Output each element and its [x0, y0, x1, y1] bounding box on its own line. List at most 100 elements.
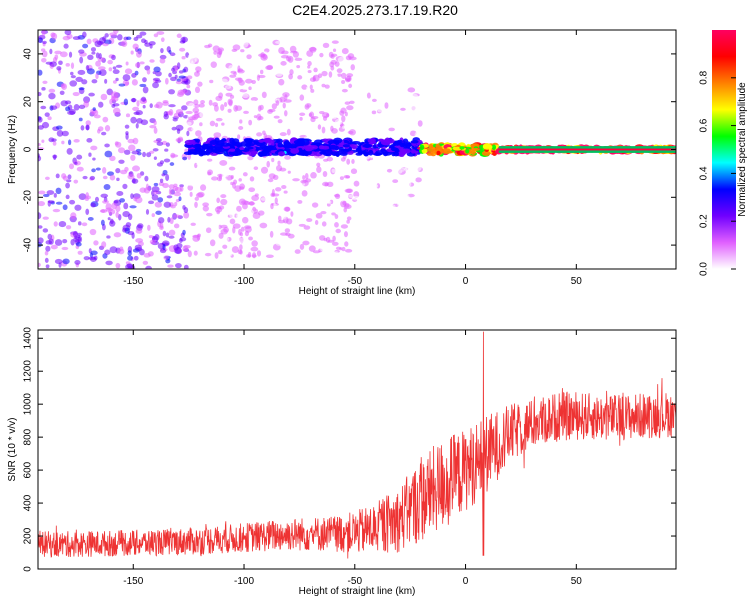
heatmap-cell [113, 200, 119, 204]
heatmap-cell [351, 195, 360, 201]
heatmap-cell [332, 48, 337, 53]
x-tick-label: -150 [123, 276, 143, 287]
x-tick-label: 50 [571, 276, 583, 287]
colorbar-tick-label: 0.8 [699, 70, 710, 84]
heatmap-cell [250, 100, 257, 107]
heatmap-cell [290, 148, 300, 154]
heatmap-cell [231, 246, 239, 253]
heatmap-cell [85, 208, 90, 215]
heatmap-cell [130, 50, 134, 55]
heatmap-cell [378, 123, 383, 129]
heatmap-cell [281, 50, 289, 55]
heatmap-cell [406, 204, 412, 209]
heatmap-cell [317, 124, 322, 130]
heatmap-cell [116, 191, 124, 196]
heatmap-cell [348, 83, 353, 89]
heatmap-cell [341, 88, 348, 93]
heatmap-cell [52, 141, 57, 146]
heatmap-cell [273, 202, 277, 208]
heatmap-cell [271, 103, 277, 110]
heatmap-cell [210, 204, 217, 210]
heatmap-cell [198, 203, 203, 208]
heatmap-cell [202, 205, 209, 212]
heatmap-cell [382, 176, 386, 180]
heatmap-cell [135, 123, 139, 129]
heatmap-cells [38, 30, 676, 269]
heatmap-cell [146, 68, 151, 75]
heatmap-cell [73, 139, 80, 143]
y-tick-label: -40 [23, 237, 34, 252]
heatmap-cell [105, 203, 112, 210]
heatmap-cell [74, 161, 78, 165]
heatmap-cell [326, 213, 333, 218]
heatmap-cell [290, 211, 294, 217]
heatmap-cell [377, 109, 385, 113]
heatmap-cell [67, 110, 76, 116]
heatmap-cell [297, 199, 303, 204]
heatmap-cell [330, 125, 334, 132]
heatmap-cell [145, 183, 149, 191]
heatmap-cell [212, 224, 220, 231]
heatmap-cell [170, 76, 177, 82]
heatmap-cell [298, 151, 309, 156]
heatmap-cell [182, 205, 186, 210]
heatmap-cell [179, 186, 184, 192]
heatmap-cell [371, 131, 378, 138]
heatmap-cell [142, 260, 149, 265]
heatmap-cell [59, 90, 65, 95]
heatmap-cell [398, 151, 405, 158]
heatmap-cell [181, 105, 188, 111]
heatmap-cell [334, 214, 339, 219]
heatmap-cell [155, 79, 162, 83]
heatmap-cell [210, 91, 215, 98]
heatmap-cell [38, 69, 43, 76]
heatmap-cell [419, 144, 425, 150]
heatmap-cell [402, 138, 409, 144]
heatmap-cell [241, 200, 249, 205]
heatmap-cell [339, 152, 348, 156]
heatmap-cell [94, 40, 102, 48]
heatmap-cell [256, 146, 264, 151]
heatmap-cell [216, 197, 220, 204]
heatmap-cell [239, 91, 244, 97]
heatmap-cell [231, 198, 238, 206]
heatmap-cell [404, 172, 410, 180]
heatmap-cell [53, 154, 57, 161]
heatmap-cell [304, 173, 309, 180]
heatmap-cell [187, 184, 194, 191]
heatmap-cell [246, 254, 251, 258]
heatmap-cell [227, 108, 232, 113]
heatmap-cell [340, 94, 348, 102]
heatmap-cell [168, 49, 172, 54]
heatmap-cell [58, 60, 63, 66]
heatmap-cell [346, 216, 352, 221]
heatmap-cell [296, 204, 304, 210]
heatmap-cell [324, 182, 329, 187]
heatmap-cell [252, 206, 257, 212]
heatmap-cell [341, 252, 348, 257]
heatmap-cell [127, 173, 135, 180]
heatmap-cell [47, 233, 52, 240]
heatmap-cell [209, 239, 216, 247]
heatmap-cell [159, 58, 166, 64]
heatmap-cell [208, 99, 213, 106]
heatmap-cell [93, 114, 101, 119]
heatmap-cell [69, 199, 76, 205]
heatmap-cell [342, 200, 347, 206]
heatmap-cell [133, 255, 139, 261]
heatmap-cell [376, 154, 384, 161]
heatmap-cell [225, 92, 233, 97]
heatmap-cell [312, 162, 317, 166]
heatmap-cell [225, 56, 234, 63]
heatmap-cell [331, 241, 339, 246]
heatmap-cell [285, 239, 292, 247]
heatmap-cell [85, 64, 90, 71]
heatmap-cell [121, 40, 128, 48]
heatmap-cell [328, 71, 333, 78]
heatmap-cell [407, 127, 411, 134]
heatmap-cell [193, 250, 198, 256]
heatmap-cell [163, 255, 170, 260]
heatmap-cell [182, 156, 188, 161]
heatmap-cell [281, 185, 287, 190]
heatmap-cell [344, 241, 349, 247]
